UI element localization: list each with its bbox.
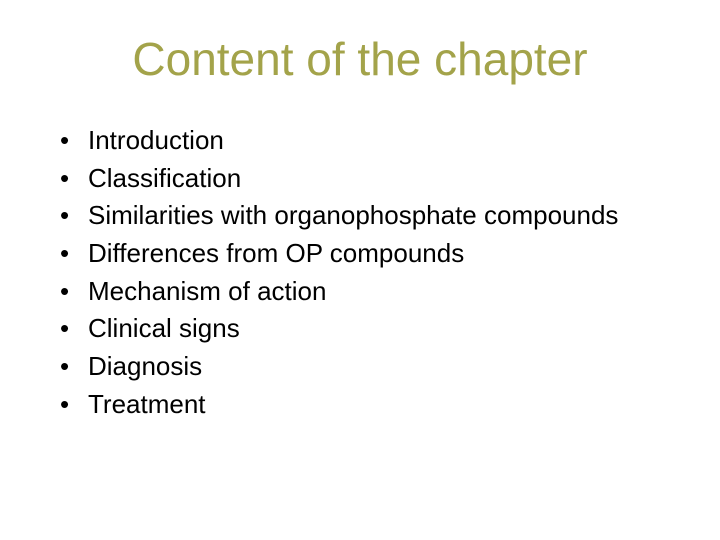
slide-container: Content of the chapter •Introduction •Cl… — [0, 0, 720, 540]
list-item: •Differences from OP compounds — [60, 235, 680, 273]
list-item-text: Treatment — [88, 386, 206, 424]
list-item: •Similarities with organophosphate compo… — [60, 197, 680, 235]
list-item: •Introduction — [60, 122, 680, 160]
bullet-icon: • — [60, 348, 88, 386]
list-item: •Diagnosis — [60, 348, 680, 386]
list-item: •Treatment — [60, 386, 680, 424]
list-item-text: Classification — [88, 160, 241, 198]
content-list: •Introduction •Classification •Similarit… — [40, 122, 680, 424]
slide-title: Content of the chapter — [40, 32, 680, 86]
bullet-icon: • — [60, 122, 88, 160]
bullet-icon: • — [60, 273, 88, 311]
list-item-text: Clinical signs — [88, 310, 240, 348]
bullet-icon: • — [60, 386, 88, 424]
list-item: •Classification — [60, 160, 680, 198]
list-item-text: Similarities with organophosphate compou… — [88, 197, 618, 235]
list-item-text: Differences from OP compounds — [88, 235, 464, 273]
bullet-icon: • — [60, 197, 88, 235]
list-item: •Mechanism of action — [60, 273, 680, 311]
list-item-text: Diagnosis — [88, 348, 202, 386]
list-item-text: Mechanism of action — [88, 273, 326, 311]
bullet-icon: • — [60, 235, 88, 273]
list-item-text: Introduction — [88, 122, 224, 160]
bullet-icon: • — [60, 160, 88, 198]
list-item: •Clinical signs — [60, 310, 680, 348]
bullet-icon: • — [60, 310, 88, 348]
